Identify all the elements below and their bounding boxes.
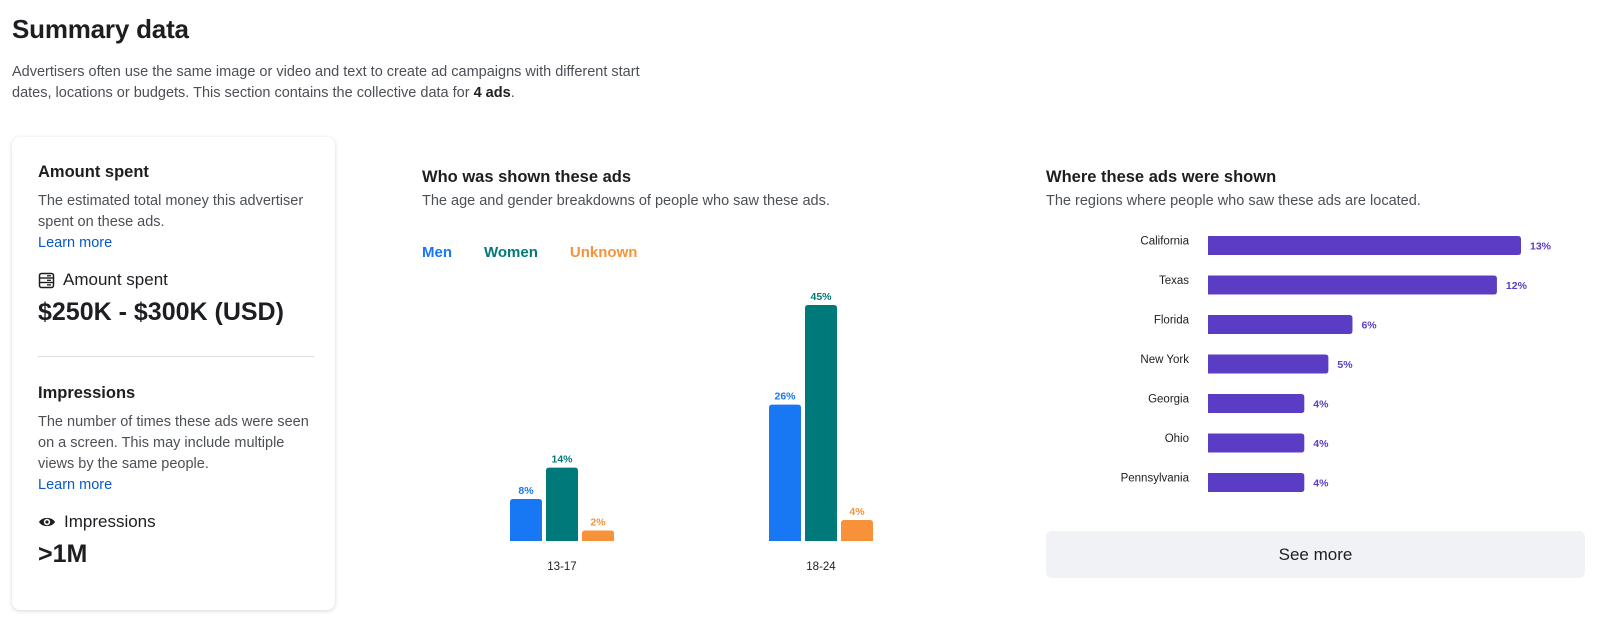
see-more-button[interactable]: See more [1046, 531, 1585, 578]
amount-metric-row: Amount spent [38, 270, 314, 290]
summary-card: Amount spent The estimated total money t… [12, 137, 335, 610]
region-label-georgia: Georgia [1148, 394, 1190, 406]
region-value-pennsylvania: 4% [1313, 478, 1329, 490]
impressions-description: The number of times these ads were seen … [38, 414, 309, 472]
intro-text: Advertisers often use the same image or … [12, 62, 652, 104]
regions-description: The regions where people who saw these a… [1046, 193, 1421, 209]
region-bar-georgia[interactable] [1208, 394, 1305, 413]
bar-label-women-18-24: 45% [810, 291, 832, 303]
amount-metric-label: Amount spent [63, 270, 168, 289]
region-label-pennsylvania: Pennsylvania [1121, 473, 1190, 485]
amount-spent-heading: Amount spent [38, 163, 149, 181]
bar-label-women-13-17: 14% [551, 454, 573, 466]
impressions-value: >1M [38, 540, 88, 568]
page-title: Summary data [12, 14, 189, 44]
bar-men-13-17[interactable] [510, 499, 542, 541]
card-divider [38, 356, 314, 357]
amount-spent-value: $250K - $300K (USD) [38, 298, 284, 326]
money-stack-icon [38, 272, 55, 289]
amount-learn-more-link[interactable]: Learn more [38, 235, 113, 251]
legend-men[interactable]: Men [422, 244, 452, 261]
region-value-texas: 12% [1506, 280, 1528, 292]
bar-label-unknown-18-24: 4% [849, 506, 865, 518]
eye-icon [38, 515, 56, 529]
intro-ad-count: 4 ads [473, 85, 511, 101]
region-bar-new-york[interactable] [1208, 354, 1329, 374]
demographics-description: The age and gender breakdowns of people … [422, 193, 830, 209]
bar-unknown-18-24[interactable] [841, 520, 873, 541]
region-value-ohio: 4% [1313, 438, 1329, 450]
bar-label-unknown-13-17: 2% [590, 517, 606, 529]
region-bar-florida[interactable] [1208, 315, 1353, 334]
age-tick-18-24: 18-24 [806, 561, 836, 573]
bar-label-men-18-24: 26% [774, 391, 796, 403]
region-label-california: California [1140, 236, 1189, 248]
region-bar-texas[interactable] [1208, 275, 1497, 295]
age-tick-13-17: 13-17 [547, 561, 576, 573]
impressions-section: Impressions The number of times these ad… [38, 384, 314, 569]
region-value-georgia: 4% [1313, 399, 1329, 411]
bar-unknown-13-17[interactable] [582, 530, 614, 541]
region-bar-ohio[interactable] [1208, 433, 1305, 453]
region-label-texas: Texas [1159, 275, 1189, 287]
region-value-new-york: 5% [1337, 359, 1353, 371]
bar-women-13-17[interactable] [546, 467, 578, 541]
legend-women[interactable]: Women [484, 244, 538, 261]
demographics-title: Who was shown these ads [422, 168, 632, 186]
impressions-heading: Impressions [38, 384, 136, 402]
amount-spent-description: The estimated total money this advertise… [38, 193, 304, 230]
impressions-metric-row: Impressions [38, 512, 314, 532]
regions-title: Where these ads were shown [1046, 168, 1277, 186]
legend-unknown[interactable]: Unknown [569, 244, 638, 261]
gender-legend: Men Women Unknown [422, 244, 637, 261]
region-label-ohio: Ohio [1165, 433, 1189, 445]
amount-spent-section: Amount spent The estimated total money t… [38, 163, 314, 327]
impressions-learn-more-link[interactable]: Learn more [38, 477, 113, 493]
region-bar-pennsylvania[interactable] [1208, 473, 1305, 492]
bar-label-men-13-17: 8% [518, 485, 534, 497]
region-value-florida: 6% [1361, 320, 1377, 332]
region-label-florida: Florida [1154, 315, 1190, 327]
age-gender-chart: 8% 14% 2% 13-17 26% 45% 4% 18-24 [510, 291, 873, 573]
region-chart: California 13% Texas 12% Florida 6% New York 5%… [1121, 236, 1552, 492]
bar-men-18-24[interactable] [769, 404, 801, 541]
region-value-california: 13% [1530, 241, 1552, 253]
intro-end: . [510, 85, 515, 101]
bar-women-18-24[interactable] [805, 305, 837, 541]
region-bar-california[interactable] [1208, 236, 1521, 255]
impressions-metric-label: Impressions [64, 512, 156, 531]
region-label-new-york: New York [1140, 354, 1189, 366]
intro-body: Advertisers often use the same image or … [12, 64, 640, 101]
region-list-fade [1040, 505, 1585, 531]
